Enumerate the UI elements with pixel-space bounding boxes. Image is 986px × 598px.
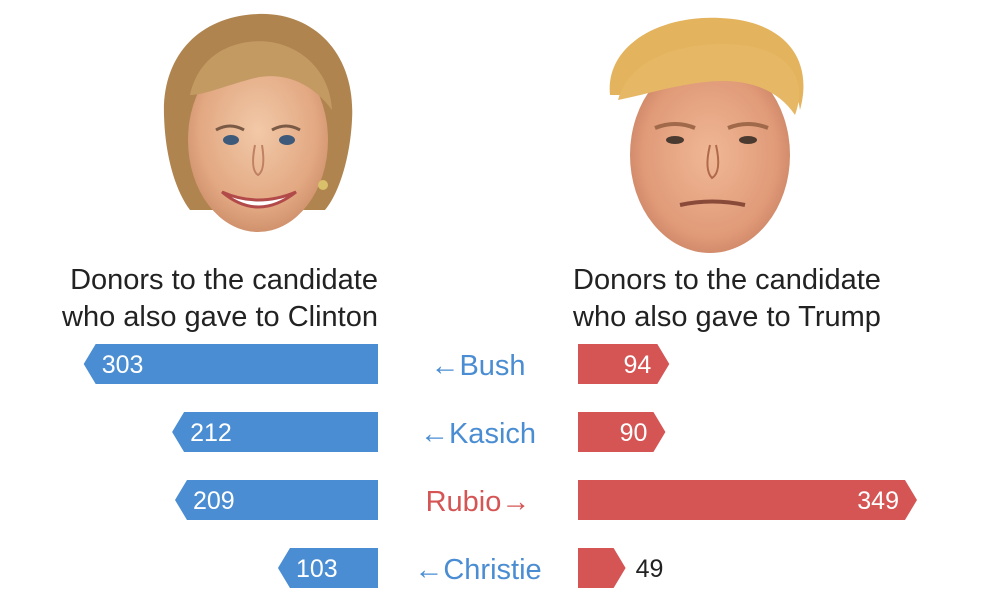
bar-clinton-christie (277, 548, 378, 588)
header-trump: Donors to the candidate who also gave to… (573, 262, 881, 336)
label-clinton-kasich: 212 (190, 419, 232, 447)
clinton-portrait (163, 13, 353, 232)
header-trump-line-2: who also gave to Trump (573, 301, 881, 333)
header-clinton: Donors to the candidate who also gave to… (62, 262, 378, 336)
header-clinton-line-2: who also gave to Clinton (62, 301, 378, 333)
label-trump-kasich: 90 (620, 419, 648, 447)
bar-clinton-rubio (174, 480, 378, 520)
category-label-kasich: ←Kasich (420, 418, 536, 450)
header-trump-line-1: Donors to the candidate (573, 264, 881, 296)
bar-trump-christie (578, 548, 626, 588)
bar-clinton-bush (83, 344, 378, 384)
bars-layer: 303 94 ←Bush 212 90 ←Kasich 209 349 Rubio→ 103 49 ←… (83, 344, 917, 588)
bar-trump-bush (578, 344, 670, 384)
category-label-christie: ←Christie (414, 554, 541, 586)
label-clinton-bush: 303 (102, 351, 144, 379)
bar-trump-kasich (578, 412, 666, 452)
label-trump-christie: 49 (636, 555, 664, 583)
category-label-bush: ←Bush (430, 350, 525, 382)
bar-clinton-kasich (172, 412, 378, 452)
trump-portrait (609, 17, 804, 253)
label-clinton-christie: 103 (296, 555, 338, 583)
bar-trump-rubio (578, 480, 917, 520)
label-trump-rubio: 349 (857, 487, 899, 515)
label-trump-bush: 94 (623, 351, 651, 379)
category-label-rubio: Rubio→ (426, 486, 531, 518)
header-clinton-line-1: Donors to the candidate (70, 264, 378, 296)
label-clinton-rubio: 209 (193, 487, 235, 515)
